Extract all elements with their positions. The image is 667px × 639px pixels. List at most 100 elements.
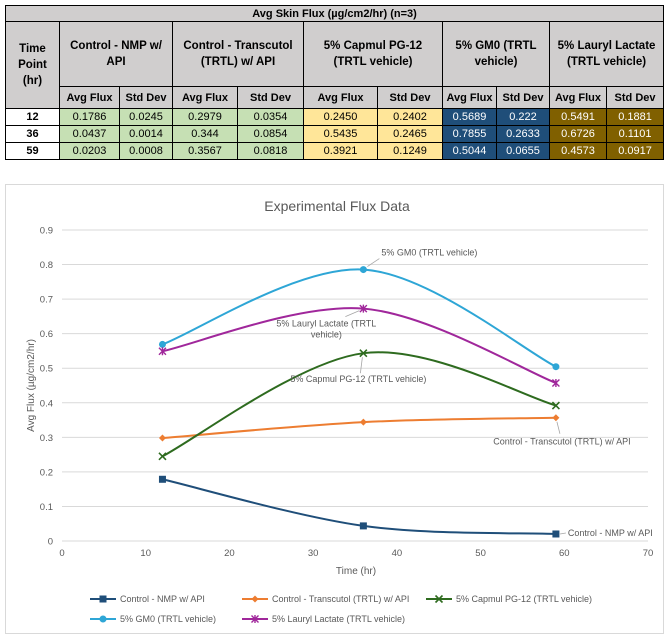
diamond-marker	[251, 595, 259, 603]
callout-leader	[559, 532, 566, 535]
flux-cell: 0.0917	[605, 142, 665, 160]
y-tick-label: 0.9	[40, 226, 53, 237]
avg-flux-header: Avg Flux	[172, 86, 238, 109]
flux-cell: 0.1786	[59, 108, 120, 126]
flux-cell: 0.3921	[303, 142, 378, 160]
flux-cell: 0.222	[496, 108, 550, 126]
diamond-marker	[552, 414, 560, 422]
data-callout: Control - Transcutol (TRTL) w/ API	[493, 437, 630, 447]
std-dev-header: Std Dev	[496, 86, 550, 109]
star-marker	[251, 615, 259, 623]
x-marker	[359, 349, 368, 358]
std-dev-header: Std Dev	[119, 86, 173, 109]
x-marker	[158, 452, 167, 461]
flux-cell: 0.0014	[119, 125, 173, 143]
flux-cell: 0.5435	[303, 125, 378, 143]
legend-item: Control - Transcutol (TRTL) w/ API	[242, 594, 409, 604]
x-tick-label: 10	[140, 548, 151, 559]
group-header: Control - Transcutol (TRTL) w/ API	[172, 21, 304, 87]
flux-cell: 0.7855	[442, 125, 497, 143]
y-tick-label: 0.1	[40, 502, 53, 513]
avg-flux-header: Avg Flux	[303, 86, 378, 109]
data-callout: 5% Lauryl Lactate (TRTL vehicle)	[276, 319, 376, 340]
avg-flux-header: Avg Flux	[549, 86, 607, 109]
x-tick-label: 30	[308, 548, 319, 559]
group-header: 5% Lauryl Lactate (TRTL vehicle)	[548, 21, 665, 87]
flux-cell: 0.4573	[549, 142, 607, 160]
x-marker	[551, 401, 560, 410]
callout-leader	[345, 310, 360, 317]
flux-cell: 0.0203	[59, 142, 120, 160]
y-tick-label: 0	[48, 537, 53, 548]
series-group	[158, 266, 560, 371]
y-tick-label: 0.3	[40, 433, 53, 444]
x-tick-label: 20	[224, 548, 235, 559]
legend-item: Control - NMP w/ API	[90, 594, 205, 604]
legend-label: Control - NMP w/ API	[120, 594, 205, 604]
series-group	[158, 349, 560, 461]
flux-cell: 0.1101	[605, 125, 665, 143]
data-callout: Control - NMP w/ API	[568, 528, 653, 538]
legend-item: 5% Lauryl Lactate (TRTL vehicle)	[242, 614, 405, 624]
circle-marker	[99, 615, 107, 623]
y-tick-label: 0.5	[40, 364, 53, 375]
diamond-marker	[359, 418, 367, 426]
flux-cell: 0.1249	[377, 142, 443, 160]
flux-cell: 0.5491	[549, 108, 607, 126]
chart-title: Experimental Flux Data	[264, 198, 410, 214]
flux-cell: 0.0818	[237, 142, 304, 160]
flux-cell: 0.0245	[119, 108, 173, 126]
legend-item: 5% GM0 (TRTL vehicle)	[90, 614, 216, 624]
y-axis-label: Avg Flux (µg/cm2/hr)	[26, 339, 37, 432]
group-header: Control - NMP w/ API	[59, 21, 173, 87]
table-row: 59 0.0203 0.0008 0.3567 0.0818 0.3921 0.1249 0.…	[5, 142, 665, 160]
legend-item: 5% Capmul PG-12 (TRTL vehicle)	[426, 594, 592, 604]
legend-label: 5% Lauryl Lactate (TRTL vehicle)	[272, 614, 405, 624]
group-header: 5% Capmul PG-12 (TRTL vehicle)	[303, 21, 443, 87]
callout-leader	[359, 357, 363, 374]
data-callout: 5% GM0 (TRTL vehicle)	[381, 248, 477, 258]
legend-label: 5% GM0 (TRTL vehicle)	[120, 614, 216, 624]
square-marker	[99, 595, 107, 603]
x-tick-label: 0	[59, 548, 64, 559]
flux-cell: 0.0008	[119, 142, 173, 160]
circle-marker	[359, 266, 367, 274]
y-tick-label: 0.7	[40, 295, 53, 306]
flux-cell: 0.2633	[496, 125, 550, 143]
star-marker	[551, 378, 560, 387]
square-marker	[552, 530, 560, 538]
flux-cell: 0.344	[172, 125, 238, 143]
table-row: 36 0.0437 0.0014 0.344 0.0854 0.5435 0.2465 0.7…	[5, 125, 665, 143]
x-tick-label: 70	[643, 548, 654, 559]
y-tick-label: 0.8	[40, 260, 53, 271]
y-tick-label: 0.2	[40, 467, 53, 478]
flux-cell: 0.2979	[172, 108, 238, 126]
series-group	[158, 475, 560, 538]
flux-cell: 0.3567	[172, 142, 238, 160]
callout-leader	[556, 421, 561, 434]
x-tick-label: 60	[559, 548, 570, 559]
diamond-marker	[158, 434, 166, 442]
x-tick-label: 40	[392, 548, 403, 559]
flux-cell: 0.0655	[496, 142, 550, 160]
time-point-cell: 36	[5, 125, 60, 143]
series-group	[158, 414, 560, 442]
square-marker	[158, 475, 166, 483]
x-axis-label: Time (hr)	[336, 566, 376, 577]
time-point-header: Time Point (hr)	[5, 21, 60, 109]
x-marker	[434, 594, 444, 604]
flux-cell: 0.5044	[442, 142, 497, 160]
circle-marker	[158, 340, 166, 348]
circle-marker	[552, 363, 560, 371]
star-marker	[158, 347, 167, 356]
flux-table: Avg Skin Flux (µg/cm2/hr) (n=3) Time Poi…	[4, 5, 665, 160]
square-marker	[359, 522, 367, 530]
y-tick-label: 0.6	[40, 329, 53, 340]
chart-area	[5, 184, 664, 634]
series-group	[158, 304, 560, 387]
x-tick-label: 50	[475, 548, 486, 559]
table-title: Avg Skin Flux (µg/cm2/hr) (n=3)	[4, 5, 665, 22]
group-header: 5% GM0 (TRTL vehicle)	[442, 21, 550, 87]
flux-cell: 0.2465	[377, 125, 443, 143]
